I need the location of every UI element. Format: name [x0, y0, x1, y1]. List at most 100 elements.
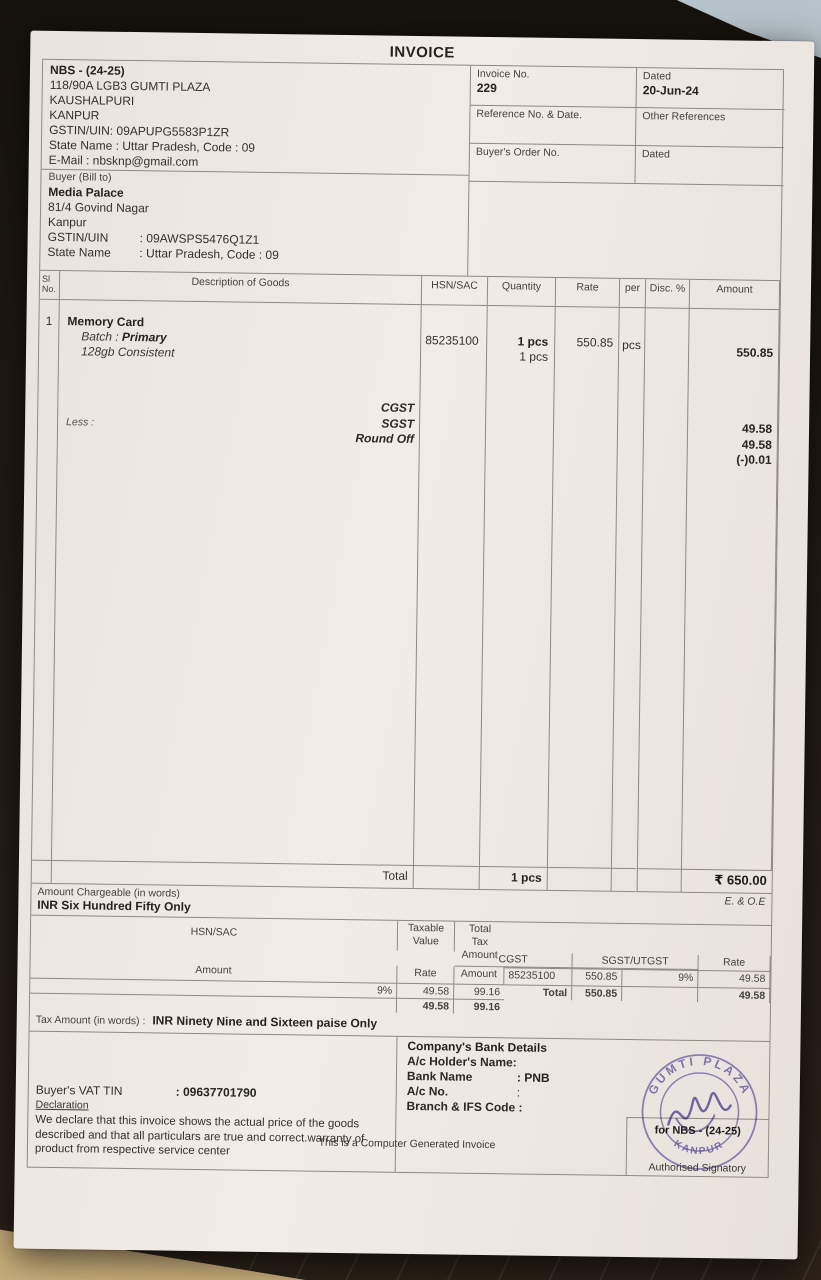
other-references-label: Other References	[642, 110, 726, 124]
tax-words-value: INR Ninety Nine and Sixteen paise Only	[152, 1013, 378, 1031]
total-row-rate	[547, 866, 612, 892]
invoice-no-value: 229	[476, 80, 497, 96]
body-cell-hsn: 85235100	[413, 305, 488, 866]
tax-total-label: Total	[504, 984, 573, 1001]
item-per: pcs	[622, 337, 641, 353]
tax-row-taxable: 550.85	[572, 968, 623, 986]
body-cell-rate: 550.85	[547, 306, 620, 868]
tax-row-cgst-rate: 9%	[622, 968, 699, 988]
col-header-sl-line1: Sl	[42, 273, 51, 284]
item-hsn: 85235100	[425, 333, 479, 348]
buyers-vat-value: : 09637701790	[175, 1084, 257, 1100]
item-description: Memory Card Batch : Primary 128gb Consis…	[67, 314, 175, 360]
tax-total-sgst-amount: 49.58	[396, 997, 455, 1014]
tax-summary-table: HSN/SAC Taxable Value CGST SGST/UTGST To…	[29, 914, 772, 1019]
item-variant: 128gb Consistent	[80, 344, 175, 360]
svg-text:KANPUR: KANPUR	[672, 1138, 727, 1157]
buyer-state-value: : Uttar Pradesh, Code : 09	[139, 246, 279, 263]
tax-subheader-cgst-rate: Rate	[698, 955, 771, 972]
body-cell-quantity: 1 pcs 1 pcs	[479, 305, 556, 867]
tax-subheader-sgst-amount: Amount	[454, 966, 505, 985]
dated-cell: Dated 20-Jun-24	[636, 68, 786, 111]
total-row-qty: 1 pcs	[479, 865, 548, 891]
branch-label: Branch & IFS Code :	[406, 1098, 523, 1115]
tax-header-hsn: HSN/SAC	[30, 915, 399, 951]
charge-amounts: 49.58 49.58 (-)0.01	[736, 421, 772, 468]
tax-words-label: Tax Amount (in words) :	[35, 1013, 146, 1028]
batch-value: Primary	[121, 329, 167, 345]
declaration-block: Buyer's VAT TIN : 09637701790 Declaratio…	[28, 1032, 397, 1172]
for-company-line: for NBS - (24-25)	[654, 1124, 741, 1138]
item-amount: 550.85	[736, 345, 774, 360]
account-no-value: :	[516, 1085, 521, 1100]
sgst-label: SGST	[381, 416, 415, 431]
buyer-state-label: State Name	[47, 244, 111, 260]
eoe-label: E. & O.E	[724, 895, 766, 908]
buyers-order-cell: Buyer's Order No.	[469, 143, 636, 185]
account-holder-label: A/c Holder's Name:	[407, 1053, 517, 1070]
total-row-disc	[637, 868, 682, 893]
tax-row-cgst-amount: 49.58	[698, 970, 771, 989]
item-rate: 550.85	[576, 335, 614, 350]
body-cell-description: Memory Card Batch : Primary 128gb Consis…	[51, 300, 422, 866]
dated-value: 20-Jun-24	[642, 83, 699, 98]
tax-row-total: 99.16	[454, 983, 505, 1000]
items-table: Sl No. Description of Goods HSN/SAC Quan…	[31, 269, 781, 895]
item-sl-no: 1	[45, 313, 53, 328]
invoice-no-label: Invoice No.	[476, 67, 530, 81]
batch-label: Batch	[81, 329, 113, 344]
tax-total-cgst-amount: 49.58	[698, 987, 771, 1004]
invoice-border-frame: NBS - (24-25) 118/90A LGB3 GUMTI PLAZA K…	[26, 58, 786, 1179]
tax-total-amount: 99.16	[453, 998, 505, 1015]
company-round-stamp: GUMTI PLAZA KANPUR	[641, 1053, 758, 1170]
round-off-amount: (-)0.01	[736, 452, 772, 467]
batch-separator: :	[111, 329, 123, 344]
buyer-gstin-value: : 09AWSPS5476Q1Z1	[139, 231, 260, 247]
item-batch-line: Batch : Primary	[67, 329, 175, 345]
tax-header-taxable: Taxable Value	[397, 920, 456, 952]
col-header-disc: Disc. %	[645, 279, 691, 309]
buyers-vat-label: Buyer's VAT TIN	[35, 1082, 123, 1098]
signature-scribble	[667, 1092, 732, 1126]
body-cell-disc	[637, 308, 690, 869]
bank-name-value: : PNB	[516, 1070, 550, 1085]
sgst-amount: 49.58	[741, 437, 772, 452]
total-row-per	[611, 867, 638, 893]
col-header-amount: Amount	[689, 279, 781, 311]
buyer-gstin-label: GSTIN/UIN	[47, 229, 109, 245]
bank-name-label: Bank Name	[406, 1068, 473, 1084]
stamp-top-text: GUMTI PLAZA	[645, 1053, 754, 1098]
dated2-cell: Dated	[635, 146, 784, 187]
tax-header-total-line1: Total	[468, 922, 492, 936]
tax-header-total: Total Tax Amount	[455, 922, 505, 961]
round-off-label: Round Off	[355, 431, 414, 446]
cgst-label: CGST	[380, 400, 415, 415]
account-no-label: A/c No.	[406, 1083, 449, 1099]
tax-row-hsn: 85235100	[504, 967, 573, 986]
cgst-amount: 49.58	[741, 421, 773, 436]
tax-header-sgst: SGST/UTGST	[572, 953, 699, 971]
item-qty-alt: 1 pcs	[519, 349, 549, 364]
meta-empty-cell	[468, 182, 783, 280]
tax-total-taxable: 550.85	[572, 985, 623, 1001]
stamp-bottom-text: KANPUR	[672, 1138, 727, 1157]
less-label: Less :	[65, 416, 95, 429]
total-row-label: Total	[51, 859, 414, 890]
item-name: Memory Card	[67, 314, 145, 330]
col-header-hsn: HSN/SAC	[421, 276, 489, 306]
invoice-sheet: INVOICE NBS - (24-25) 118/90A LGB3 GUMTI…	[13, 30, 815, 1260]
reference-label: Reference No. & Date.	[476, 107, 583, 122]
tax-header-taxable-line2: Value	[412, 935, 439, 948]
tax-subheader-sgst-rate: Rate	[397, 965, 455, 984]
header-section: NBS - (24-25) 118/90A LGB3 GUMTI PLAZA K…	[40, 59, 786, 280]
buyers-order-label: Buyer's Order No.	[475, 145, 560, 159]
col-header-sl: Sl No.	[39, 270, 61, 301]
party-block: NBS - (24-25) 118/90A LGB3 GUMTI PLAZA K…	[40, 59, 472, 276]
col-header-sl-line2: No.	[41, 283, 57, 294]
invoice-no-cell: Invoice No. 229	[470, 65, 638, 109]
authorised-signatory-label: Authorised Signatory	[648, 1161, 747, 1175]
charge-labels: CGST SGST Round Off	[355, 400, 414, 447]
total-row-sl	[31, 859, 52, 884]
col-header-per: per	[619, 278, 647, 309]
footer-section: Buyer's VAT TIN : 09637701790 Declaratio…	[27, 1030, 770, 1177]
